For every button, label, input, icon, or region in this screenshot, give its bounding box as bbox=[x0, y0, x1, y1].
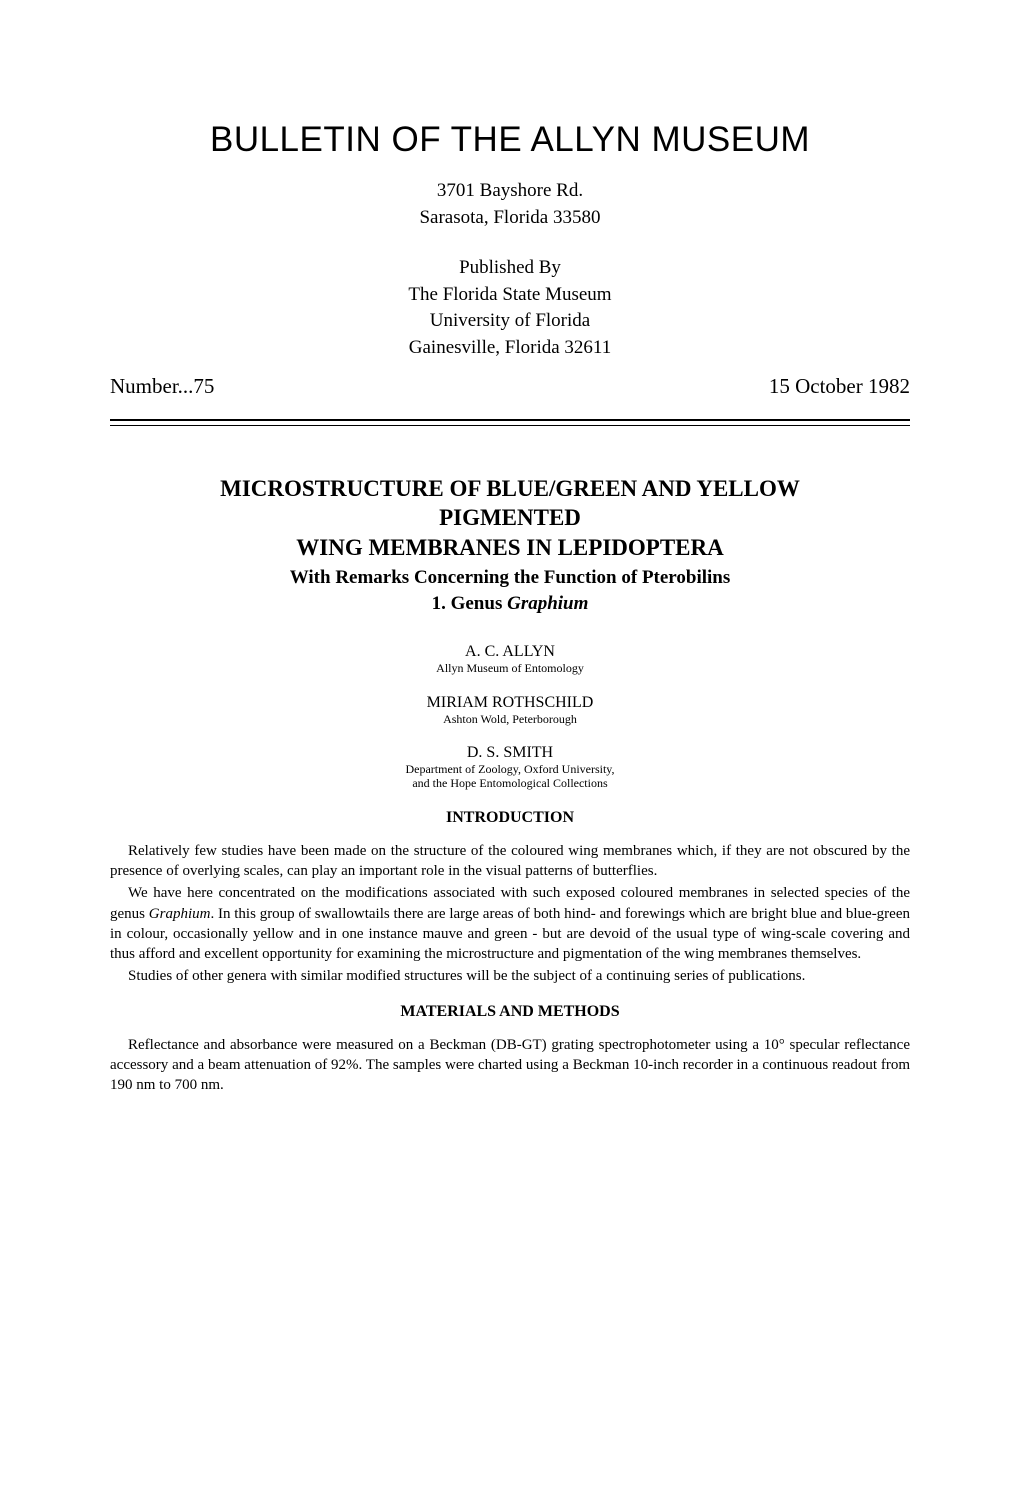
author-name: MIRIAM ROTHSCHILD bbox=[110, 694, 910, 712]
address-block: 3701 Bayshore Rd. Sarasota, Florida 3358… bbox=[110, 178, 910, 231]
section-title-methods: MATERIALS AND METHODS bbox=[110, 1003, 910, 1021]
address-line-1: 3701 Bayshore Rd. bbox=[110, 178, 910, 205]
methods-paragraph: Reflectance and absorbance were measured… bbox=[110, 1035, 910, 1096]
author-affiliation: Allyn Museum of Entomology bbox=[110, 661, 910, 675]
authors-container: A. C. ALLYNAllyn Museum of Entomology MIR… bbox=[110, 643, 910, 791]
genus-prefix: 1. Genus bbox=[432, 593, 508, 614]
publisher-line-1: Published By bbox=[110, 255, 910, 282]
issue-info-row: Number...75 15 October 1982 bbox=[110, 374, 910, 399]
header-divider bbox=[110, 419, 910, 426]
publisher-line-2: The Florida State Museum bbox=[110, 282, 910, 309]
author-name: D. S. SMITH bbox=[110, 744, 910, 762]
publisher-line-4: Gainesville, Florida 32611 bbox=[110, 335, 910, 362]
genus-line: 1. Genus Graphium bbox=[110, 593, 910, 615]
genus-name: Graphium bbox=[507, 593, 588, 614]
publisher-block: Published By The Florida State Museum Un… bbox=[110, 255, 910, 361]
article-subtitle: With Remarks Concerning the Function of … bbox=[110, 567, 910, 589]
issue-date: 15 October 1982 bbox=[769, 374, 910, 399]
issue-number: Number...75 bbox=[110, 374, 214, 399]
author-affiliation: Ashton Wold, Peterborough bbox=[110, 712, 910, 726]
author-block: MIRIAM ROTHSCHILDAshton Wold, Peterborou… bbox=[110, 694, 910, 726]
article-title: MICROSTRUCTURE OF BLUE/GREEN AND YELLOW … bbox=[110, 474, 910, 564]
article-title-line-2: PIGMENTED bbox=[110, 503, 910, 533]
methods-body: Reflectance and absorbance were measured… bbox=[110, 1035, 910, 1096]
author-affiliation: and the Hope Entomological Collections bbox=[110, 776, 910, 790]
author-block: A. C. ALLYNAllyn Museum of Entomology bbox=[110, 643, 910, 675]
article-title-line-1: MICROSTRUCTURE OF BLUE/GREEN AND YELLOW bbox=[110, 474, 910, 504]
intro-paragraph: Relatively few studies have been made on… bbox=[110, 841, 910, 882]
author-affiliation: Department of Zoology, Oxford University… bbox=[110, 762, 910, 776]
section-title-introduction: INTRODUCTION bbox=[110, 809, 910, 827]
bulletin-title: BULLETIN OF THE ALLYN MUSEUM bbox=[110, 120, 910, 160]
divider-line-bottom bbox=[110, 425, 910, 426]
publisher-line-3: University of Florida bbox=[110, 308, 910, 335]
author-name: A. C. ALLYN bbox=[110, 643, 910, 661]
introduction-body: Relatively few studies have been made on… bbox=[110, 841, 910, 987]
article-title-line-3: WING MEMBRANES IN LEPIDOPTERA bbox=[110, 533, 910, 563]
intro-paragraph: Studies of other genera with similar mod… bbox=[110, 966, 910, 986]
intro-paragraph: We have here concentrated on the modific… bbox=[110, 883, 910, 964]
author-block: D. S. SMITHDepartment of Zoology, Oxford… bbox=[110, 744, 910, 791]
address-line-2: Sarasota, Florida 33580 bbox=[110, 205, 910, 232]
